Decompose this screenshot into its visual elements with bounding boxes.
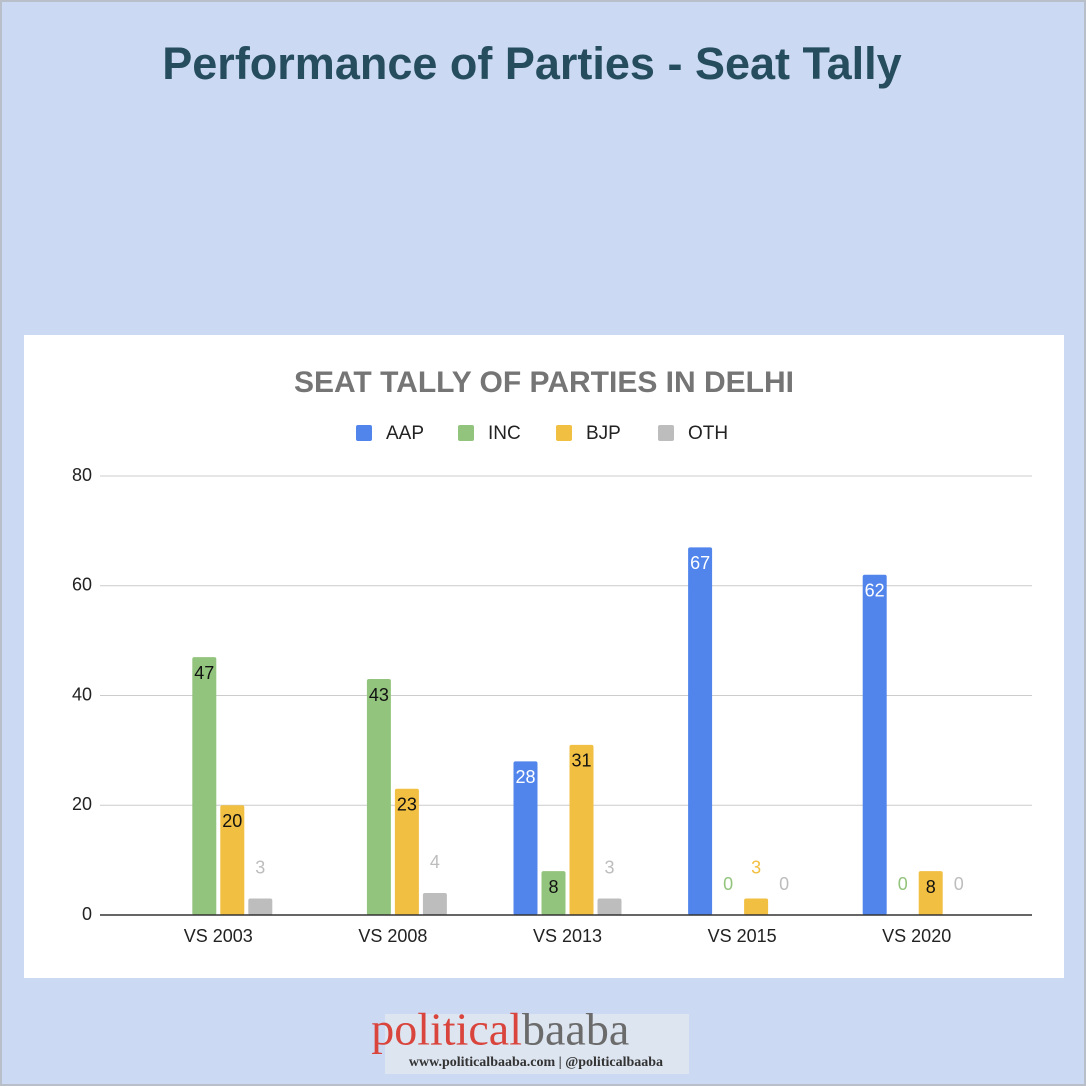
data-label: 62	[865, 581, 885, 601]
logo-right: baaba	[522, 1004, 629, 1055]
data-label: 20	[222, 811, 242, 831]
legend-label: OTH	[688, 423, 728, 444]
y-tick-label: 20	[72, 794, 92, 814]
page-title: Performance of Parties - Seat Tally	[162, 38, 901, 89]
bar	[688, 547, 713, 915]
data-label: 67	[690, 553, 710, 573]
data-label: 0	[954, 874, 964, 894]
x-tick-label: VS 2013	[533, 926, 602, 946]
data-label: 43	[369, 685, 389, 705]
legend-swatch	[658, 425, 674, 441]
y-tick-label: 40	[72, 684, 92, 704]
data-label: 3	[751, 857, 761, 877]
bar	[569, 744, 594, 915]
data-label: 28	[515, 767, 535, 787]
bar	[918, 871, 943, 915]
bar	[744, 898, 769, 915]
data-label: 47	[194, 663, 214, 683]
bar	[394, 788, 419, 915]
bar	[862, 574, 887, 915]
bar	[248, 898, 273, 915]
data-label: 0	[723, 874, 733, 894]
legend-swatch	[556, 425, 572, 441]
data-label: 3	[604, 857, 614, 877]
data-label: 23	[397, 795, 417, 815]
bar	[597, 898, 622, 915]
data-label: 3	[255, 857, 265, 877]
y-tick-label: 0	[82, 904, 92, 924]
bar	[513, 761, 538, 915]
data-label: 0	[898, 874, 908, 894]
bar	[422, 893, 447, 915]
chart-title: SEAT TALLY OF PARTIES IN DELHI	[294, 366, 794, 399]
bar	[541, 871, 566, 915]
legend-swatch	[458, 425, 474, 441]
bar	[220, 805, 245, 915]
x-tick-label: VS 2020	[882, 926, 951, 946]
x-tick-label: VS 2015	[708, 926, 777, 946]
legend-label: INC	[488, 423, 521, 444]
legend-label: AAP	[386, 423, 424, 444]
data-label: 31	[571, 751, 591, 771]
x-tick-label: VS 2003	[184, 926, 253, 946]
legend-label: BJP	[586, 423, 621, 444]
data-label: 0	[779, 874, 789, 894]
logo-tagline: www.politicalbaaba.com | @politicalbaaba	[409, 1055, 663, 1070]
x-tick-label: VS 2008	[358, 926, 427, 946]
logo-backdrop	[385, 1014, 689, 1074]
logo-left: political	[371, 1004, 522, 1055]
data-label: 4	[430, 852, 440, 872]
legend-swatch	[356, 425, 372, 441]
y-tick-label: 80	[72, 465, 92, 485]
y-tick-label: 60	[72, 575, 92, 595]
bar	[192, 657, 217, 915]
bar	[366, 679, 391, 915]
data-label: 8	[548, 877, 558, 897]
data-label: 8	[926, 877, 936, 897]
